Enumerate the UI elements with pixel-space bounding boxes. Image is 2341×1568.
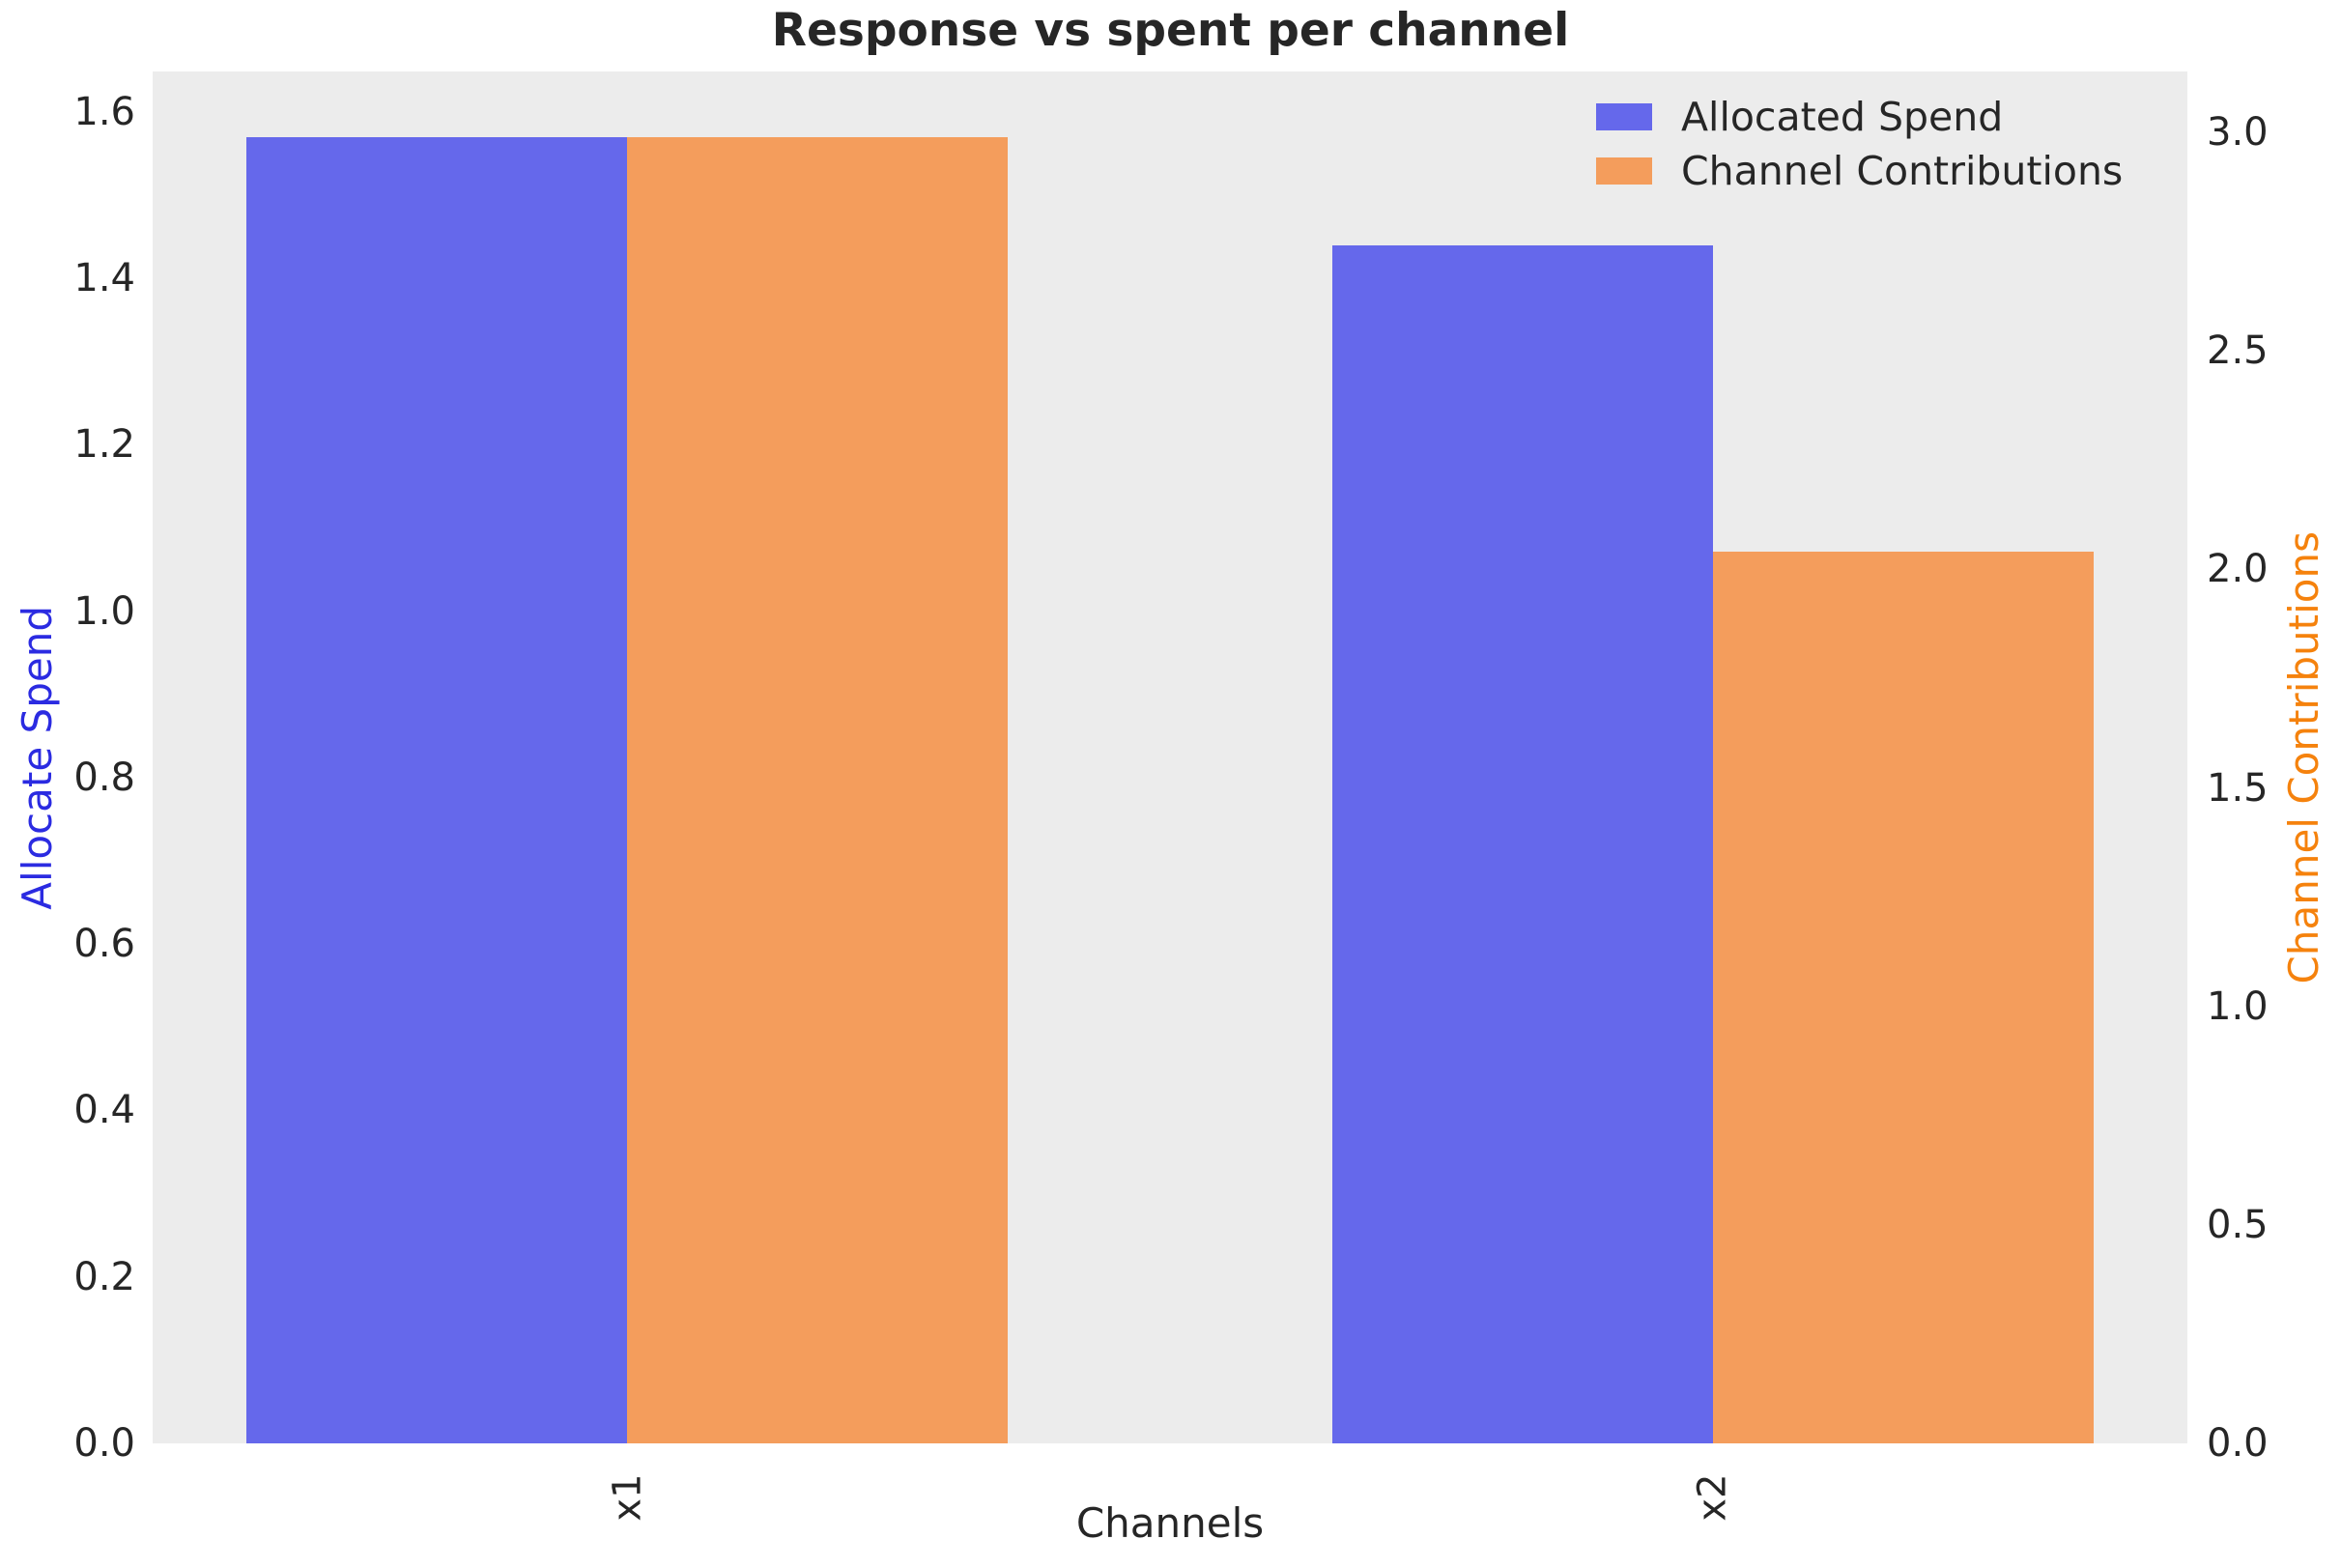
y-tick-label-right: 2.5: [2207, 328, 2269, 374]
y-tick-label-left: 1.6: [73, 89, 135, 134]
y-axis-label-left-column: Allocate Spend: [6, 71, 68, 1443]
y-tick-label-right: 3.0: [2207, 110, 2269, 156]
y-tick-label-left: 1.0: [73, 588, 135, 634]
y-axis-label-right: Channel Contributions: [2279, 530, 2327, 984]
y-tick-label-left: 0.8: [73, 755, 135, 800]
y-axis-label-left: Allocate Spend: [13, 605, 61, 910]
y-tick-label-right: 0.5: [2207, 1202, 2269, 1247]
legend-swatch-channel-contributions: [1596, 157, 1652, 185]
y-tick-label-left: 0.6: [73, 922, 135, 967]
bar-allocated-spend-x1: [246, 136, 628, 1443]
y-tick-label-right: 1.5: [2207, 765, 2269, 811]
plot-area: [153, 71, 2187, 1443]
legend-label: Channel Contributions: [1681, 148, 2124, 194]
legend-item-allocated-spend: Allocated Spend: [1596, 93, 2123, 141]
y-tick-label-left: 0.4: [73, 1088, 135, 1133]
bar-channel-contributions-x2: [1712, 552, 2094, 1443]
y-tick-label-right: 0.0: [2207, 1421, 2269, 1466]
y-axis-label-right-column: Channel Contributions: [2272, 71, 2334, 1443]
legend-item-channel-contributions: Channel Contributions: [1596, 147, 2123, 195]
y-tick-label-left: 1.2: [73, 422, 135, 468]
bar-channel-contributions-x1: [627, 136, 1009, 1443]
y-tick-label-left: 1.4: [73, 256, 135, 301]
y-tick-label-left: 0.2: [73, 1254, 135, 1299]
y-tick-label-right: 2.0: [2207, 547, 2269, 592]
bar-allocated-spend-x2: [1331, 244, 1713, 1443]
legend-label: Allocated Spend: [1681, 94, 2004, 140]
chart-title: Response vs spent per channel: [771, 4, 1570, 57]
legend: Allocated Spend Channel Contributions: [1596, 93, 2123, 201]
y-tick-label-left: 0.0: [73, 1421, 135, 1466]
x-axis-label: Channels: [1075, 1499, 1265, 1547]
y-tick-label-right: 1.0: [2207, 984, 2269, 1029]
legend-swatch-allocated-spend: [1596, 103, 1652, 130]
